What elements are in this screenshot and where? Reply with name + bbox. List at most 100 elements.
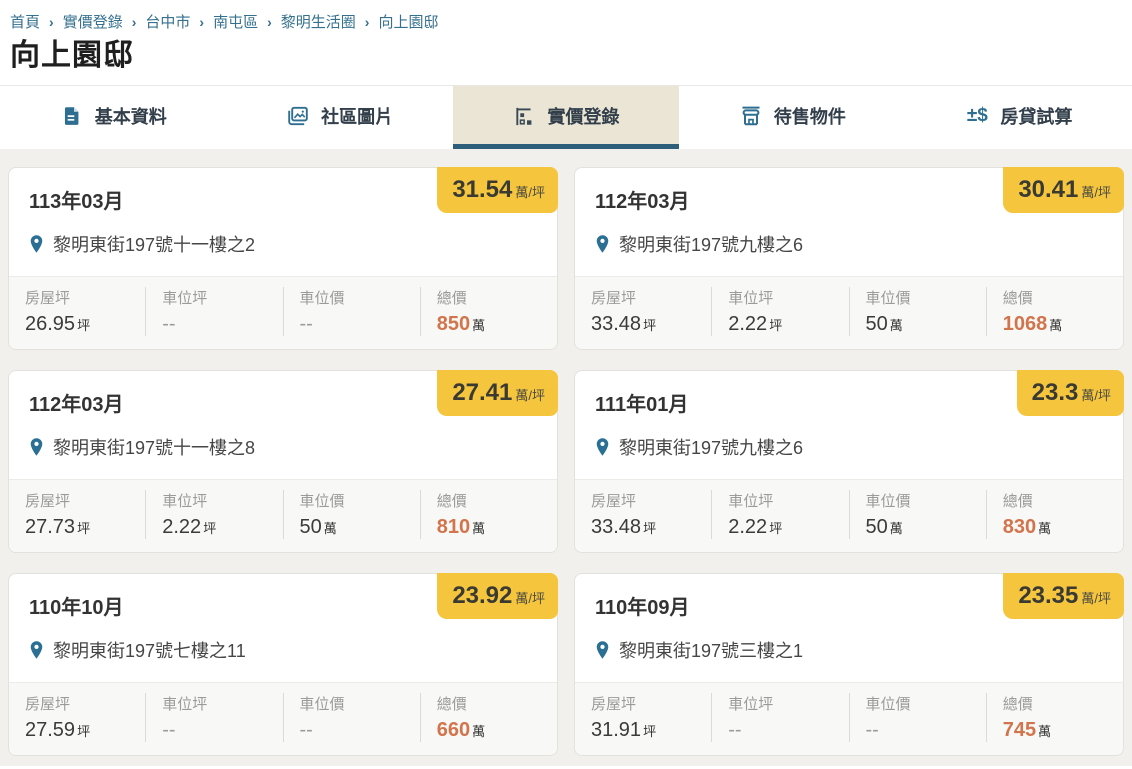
stat-unit: 坪 (77, 318, 91, 333)
map-pin-icon (29, 437, 44, 457)
listing-card[interactable]: 110年10月 23.92 萬/坪 黎明東街197號七樓之11 房屋坪 27.5… (8, 573, 558, 756)
stat-label: 車位價 (299, 290, 345, 307)
stat-cell: 房屋坪 33.48 坪 (575, 490, 711, 539)
stat-value: 850 (436, 313, 471, 335)
unit-price-badge: 23.92 萬/坪 (437, 573, 558, 619)
stat-label: 總價 (436, 493, 467, 510)
storefront-icon (739, 104, 763, 128)
breadcrumb: 首頁 › 實價登錄 › 台中市 › 南屯區 › 黎明生活圈 › 向上園邸 (0, 0, 1132, 34)
tab-for-sale[interactable]: 待售物件 (679, 86, 905, 149)
stat-cell: 總價 810 萬 (419, 490, 557, 539)
map-pin-icon (595, 640, 610, 660)
map-pin-icon (29, 234, 44, 254)
photos-icon (286, 104, 310, 128)
stat-unit: 坪 (643, 724, 657, 739)
stat-cell: 車位坪 2.22 坪 (711, 490, 848, 539)
stat-cell: 車位坪 2.22 坪 (145, 490, 282, 539)
stat-label: 總價 (436, 696, 467, 713)
stat-label: 房屋坪 (591, 290, 637, 307)
map-pin-icon (595, 234, 610, 254)
stat-unit: 萬 (323, 521, 337, 536)
stat-value: 33.48 (591, 516, 642, 538)
breadcrumb-item[interactable]: 台中市 (145, 14, 191, 31)
unit-price-value: 23.92 (452, 582, 513, 609)
stat-cell: 房屋坪 27.73 坪 (9, 490, 145, 539)
stat-label: 車位坪 (728, 696, 774, 713)
breadcrumb-item[interactable]: 實價登錄 (62, 14, 123, 31)
stat-cell: 總價 850 萬 (419, 287, 557, 336)
listing-card[interactable]: 113年03月 31.54 萬/坪 黎明東街197號十一樓之2 房屋坪 26.9… (8, 167, 558, 350)
tab-label: 基本資料 (94, 107, 167, 127)
tab-photos[interactable]: 社區圖片 (226, 86, 452, 149)
breadcrumb-item[interactable]: 南屯區 (213, 14, 259, 31)
transaction-date: 110年10月 (29, 597, 124, 619)
stat-cell: 總價 830 萬 (985, 490, 1123, 539)
stat-unit: 萬 (1038, 521, 1052, 536)
address-text: 黎明東街197號十一樓之8 (53, 438, 256, 458)
breadcrumb-separator: › (131, 13, 137, 30)
stats-row: 房屋坪 27.73 坪 車位坪 2.22 坪 車位價 50 萬 總價 810 萬 (9, 479, 557, 552)
stat-cell: 車位坪 -- (145, 287, 282, 336)
stat-cell: 房屋坪 33.48 坪 (575, 287, 711, 336)
stat-cell: 車位價 50 萬 (282, 490, 420, 539)
stat-label: 房屋坪 (591, 493, 637, 510)
unit-price-unit: 萬/坪 (1081, 388, 1111, 403)
unit-price-value: 30.41 (1018, 176, 1079, 203)
listing-card[interactable]: 111年01月 23.3 萬/坪 黎明東街197號九樓之6 房屋坪 33.48 坪… (574, 370, 1124, 553)
unit-price-unit: 萬/坪 (1081, 185, 1111, 200)
transaction-date: 112年03月 (29, 394, 124, 416)
stat-value: -- (162, 719, 176, 741)
stat-label: 車位坪 (162, 290, 208, 307)
breadcrumb-item[interactable]: 首頁 (10, 14, 41, 31)
breadcrumb-item[interactable]: 黎明生活圈 (280, 14, 356, 31)
stat-cell: 車位價 -- (848, 693, 986, 742)
tab-bar: 基本資料 社區圖片 實價登錄 待售物件 ±$ 房貸試算 (0, 85, 1132, 149)
map-pin-icon (595, 437, 610, 457)
stat-unit: 萬 (1049, 318, 1063, 333)
breadcrumb-separator: › (364, 13, 370, 30)
stat-unit: 萬 (472, 318, 486, 333)
stat-label: 車位價 (865, 696, 911, 713)
unit-price-unit: 萬/坪 (1081, 591, 1111, 606)
unit-price-value: 23.3 (1031, 379, 1079, 406)
stat-value: 830 (1002, 516, 1037, 538)
address-text: 黎明東街197號十一樓之2 (53, 235, 256, 255)
tab-label: 社區圖片 (321, 107, 394, 127)
transaction-date: 111年01月 (595, 394, 689, 416)
stat-label: 車位價 (299, 696, 345, 713)
stat-cell: 總價 660 萬 (419, 693, 557, 742)
stat-cell: 房屋坪 31.91 坪 (575, 693, 711, 742)
stat-label: 房屋坪 (25, 493, 71, 510)
stat-cell: 車位價 50 萬 (848, 490, 986, 539)
transaction-date: 112年03月 (595, 191, 690, 213)
stat-value: 26.95 (25, 313, 76, 335)
stats-row: 房屋坪 27.59 坪 車位坪 -- 車位價 -- 總價 660 萬 (9, 682, 557, 755)
stat-label: 房屋坪 (25, 696, 71, 713)
stat-cell: 車位坪 -- (145, 693, 282, 742)
address-text: 黎明東街197號三樓之1 (619, 641, 804, 661)
stat-value: -- (728, 719, 742, 741)
stat-value: -- (299, 719, 313, 741)
listing-card[interactable]: 112年03月 27.41 萬/坪 黎明東街197號十一樓之8 房屋坪 27.7… (8, 370, 558, 553)
plus-minus-dollar-icon: ±$ (966, 105, 988, 126)
stat-value: 810 (436, 516, 471, 538)
tab-price-registry[interactable]: 實價登錄 (452, 86, 680, 149)
breadcrumb-item: 向上園邸 (378, 14, 439, 31)
listing-card[interactable]: 110年09月 23.35 萬/坪 黎明東街197號三樓之1 房屋坪 31.91… (574, 573, 1124, 756)
stat-value: 2.22 (728, 313, 768, 335)
listing-card[interactable]: 112年03月 30.41 萬/坪 黎明東街197號九樓之6 房屋坪 33.48… (574, 167, 1124, 350)
tab-basic-info[interactable]: 基本資料 (0, 86, 226, 149)
unit-price-badge: 27.41 萬/坪 (437, 370, 558, 416)
stat-value: -- (162, 313, 176, 335)
stat-value: 27.73 (25, 516, 76, 538)
stat-unit: 坪 (769, 318, 783, 333)
unit-price-badge: 23.3 萬/坪 (1016, 370, 1124, 416)
tab-mortgage[interactable]: ±$ 房貸試算 (906, 86, 1132, 149)
unit-price-value: 31.54 (452, 176, 513, 203)
stat-unit: 萬 (472, 521, 486, 536)
stat-label: 總價 (1002, 696, 1033, 713)
stat-value: 660 (436, 719, 471, 741)
stat-unit: 坪 (77, 724, 91, 739)
stat-cell: 車位坪 2.22 坪 (711, 287, 848, 336)
